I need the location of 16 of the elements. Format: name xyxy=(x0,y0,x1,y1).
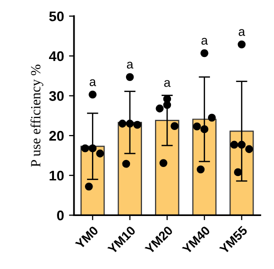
annotation: a xyxy=(201,38,208,45)
y-tick-label: 0 xyxy=(57,210,64,220)
bar xyxy=(118,122,142,216)
x-tick-label: YM0 xyxy=(74,226,99,250)
bar xyxy=(155,120,180,216)
annotation: a xyxy=(164,80,171,87)
annotation: a xyxy=(238,29,246,36)
y-tick-label: 30 xyxy=(49,91,64,101)
y-tick-label: 40 xyxy=(49,51,64,62)
annotation: a xyxy=(90,79,96,86)
y-tick-label: 50 xyxy=(49,11,64,22)
y-axis-title: P use efficiency % xyxy=(30,64,44,167)
bar xyxy=(192,118,217,216)
y-tick-label: 10 xyxy=(50,170,64,181)
annotation: a xyxy=(126,62,134,69)
y-tick-label: 20 xyxy=(49,130,64,141)
